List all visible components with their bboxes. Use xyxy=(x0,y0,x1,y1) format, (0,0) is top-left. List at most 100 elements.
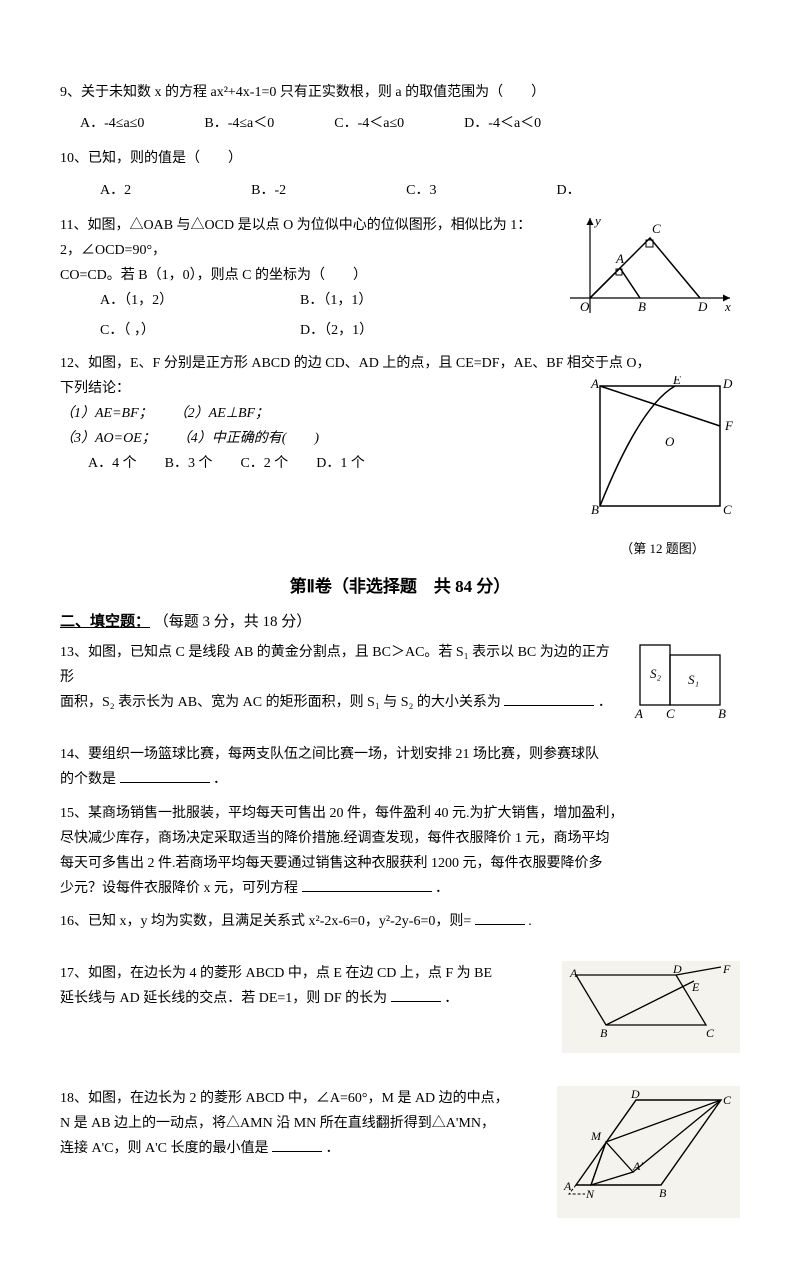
q17-blank xyxy=(391,987,441,1002)
q18-line1: 18、如图，在边长为 2 的菱形 ABCD 中，∠A=60°，M 是 AD 边的… xyxy=(60,1086,549,1111)
q18-figure: A B C D M N A' xyxy=(557,1086,740,1218)
q12-c2: （3）AO=OE； （4）中正确的有( ) xyxy=(60,426,577,451)
q11-opt-b: B．（1，1） xyxy=(300,288,500,313)
svg-text:C: C xyxy=(652,221,661,236)
q14-tail: ． xyxy=(213,772,227,787)
svg-text:O: O xyxy=(580,299,590,314)
q15-line4-wrap: 少元？设每件衣服降价 x 元，可列方程 ． xyxy=(60,876,740,901)
svg-text:C: C xyxy=(723,1093,732,1107)
fill-title-note: （每题 3 分，共 18 分） xyxy=(154,614,312,630)
question-9: 9、关于未知数 x 的方程 ax²+4x-1=0 只有正实数根，则 a 的取值范… xyxy=(60,80,740,136)
q10-opt-a: A．2 xyxy=(100,178,131,203)
svg-text:A: A xyxy=(563,1179,572,1193)
q10-opt-b: B．-2 xyxy=(251,178,286,203)
svg-text:B: B xyxy=(659,1186,667,1200)
svg-text:F: F xyxy=(722,965,731,976)
question-18: 18、如图，在边长为 2 的菱形 ABCD 中，∠A=60°，M 是 AD 边的… xyxy=(60,1086,740,1218)
svg-text:E: E xyxy=(691,980,700,994)
q18-tail: ． xyxy=(325,1141,339,1156)
q13-line1: 13、如图，已知点 C 是线段 AB 的黄金分割点，且 BC＞AC。若 S₁ 表… xyxy=(60,640,622,690)
svg-text:D: D xyxy=(672,965,682,976)
q10-text: 10、已知，则的值是（ ） xyxy=(60,146,740,171)
q12-caption: （第 12 题图） xyxy=(585,537,740,560)
question-12: 12、如图，E、F 分别是正方形 ABCD 的边 CD、AD 上的点，且 CE=… xyxy=(60,351,740,561)
q14-line2: 的个数是 xyxy=(60,772,116,787)
q12-text-col: 下列结论： （1）AE=BF； （2）AE⊥BF； （3）AO=OE； （4）中… xyxy=(60,376,577,477)
section-2-title: 第Ⅱ卷（非选择题 共 84 分） xyxy=(60,572,740,603)
q17-line1: 17、如图，在边长为 4 的菱形 ABCD 中，点 E 在边 CD 上，点 F … xyxy=(60,961,554,986)
svg-text:A: A xyxy=(634,706,643,721)
q15-line2: 尽快减少库存，商场决定采取适当的降价措施.经调查发现，每件衣服降价 1 元，商场… xyxy=(60,826,740,851)
question-17: 17、如图，在边长为 4 的菱形 ABCD 中，点 E 在边 CD 上，点 F … xyxy=(60,961,740,1053)
svg-text:D: D xyxy=(697,299,708,314)
question-15: 15、某商场销售一批服装，平均每天可售出 20 件，每件盈利 40 元.为扩大销… xyxy=(60,801,740,902)
q10-opt-c: C．3 xyxy=(406,178,436,203)
svg-text:O: O xyxy=(665,434,675,449)
svg-text:B: B xyxy=(600,1026,608,1040)
fill-title-bold: 二、填空题： xyxy=(60,614,150,630)
svg-text:N: N xyxy=(585,1187,595,1201)
q13-tail: ． xyxy=(598,695,612,710)
svg-text:S₁: S₁ xyxy=(688,672,699,687)
q11-opt-a: A．（1，2） xyxy=(100,288,300,313)
q18-line3: 连接 A'C，则 A'C 长度的最小值是 xyxy=(60,1141,268,1156)
q11-figure: O B D x A C y xyxy=(560,213,740,332)
q15-line4: 少元？设每件衣服降价 x 元，可列方程 xyxy=(60,881,298,896)
q14-line1: 14、要组织一场篮球比赛，每两支队伍之间比赛一场，计划安排 21 场比赛，则参赛… xyxy=(60,742,740,767)
q12-figure: A D B C E F O （第 12 题图） xyxy=(585,376,740,561)
q15-line3: 每天可多售出 2 件.若商场平均每天要通过销售这种衣服获利 1200 元，每件衣… xyxy=(60,851,740,876)
q17-line2-wrap: 延长线与 AD 延长线的交点．若 DE=1，则 DF 的长为 ． xyxy=(60,986,554,1011)
q9-opt-a: A．-4≤a≤0 xyxy=(80,111,144,136)
svg-text:D: D xyxy=(630,1090,640,1101)
q18-text-col: 18、如图，在边长为 2 的菱形 ABCD 中，∠A=60°，M 是 AD 边的… xyxy=(60,1086,549,1162)
q9-opt-d: D．-4＜a＜0 xyxy=(464,111,541,136)
q11-line2: CO=CD。若 B（1，0），则点 C 的坐标为（ ） xyxy=(60,263,552,288)
svg-text:A: A xyxy=(569,966,578,980)
q9-opt-c: C．-4＜a≤0 xyxy=(334,111,404,136)
svg-text:B: B xyxy=(638,299,646,314)
fill-title: 二、填空题： （每题 3 分，共 18 分） xyxy=(60,609,740,636)
question-16: 16、已知 x，y 均为实数，且满足关系式 x²-2x-6=0，y²-2y-6=… xyxy=(60,909,740,934)
q13-blank xyxy=(504,691,594,706)
question-10: 10、已知，则的值是（ ） A．2 B．-2 C．3 D． xyxy=(60,146,740,202)
q15-blank xyxy=(302,877,432,892)
q13-line2: 面积，S₂ 表示长为 AB、宽为 AC 的矩形面积，则 S₁ 与 S₂ 的大小关… xyxy=(60,695,501,710)
svg-text:E: E xyxy=(672,376,681,387)
q17-text-col: 17、如图，在边长为 4 的菱形 ABCD 中，点 E 在边 CD 上，点 F … xyxy=(60,961,554,1011)
question-13: 13、如图，已知点 C 是线段 AB 的黄金分割点，且 BC＞AC。若 S₁ 表… xyxy=(60,640,740,734)
svg-text:A: A xyxy=(615,251,624,266)
q9-opt-b: B．-4≤a＜0 xyxy=(204,111,274,136)
svg-text:B: B xyxy=(718,706,726,721)
svg-text:C: C xyxy=(723,502,732,517)
q16-tail: . xyxy=(528,914,532,929)
question-14: 14、要组织一场篮球比赛，每两支队伍之间比赛一场，计划安排 21 场比赛，则参赛… xyxy=(60,742,740,792)
svg-text:M: M xyxy=(590,1129,602,1143)
q11-options: A．（1，2） B．（1，1） C．（ ，） D．（2，1） xyxy=(100,288,552,342)
q9-text: 9、关于未知数 x 的方程 ax²+4x-1=0 只有正实数根，则 a 的取值范… xyxy=(60,80,740,105)
q10-options: A．2 B．-2 C．3 D． xyxy=(100,178,740,203)
q11-text-col: 11、如图，△OAB 与△OCD 是以点 O 为位似中心的位似图形，相似比为 1… xyxy=(60,213,552,343)
q14-line2-wrap: 的个数是 ． xyxy=(60,767,740,792)
svg-text:y: y xyxy=(593,213,601,228)
q11-opt-c: C．（ ，） xyxy=(100,318,300,343)
q17-line2: 延长线与 AD 延长线的交点．若 DE=1，则 DF 的长为 xyxy=(60,991,387,1006)
q16-blank xyxy=(475,910,525,925)
q18-line3-wrap: 连接 A'C，则 A'C 长度的最小值是 ． xyxy=(60,1136,549,1161)
question-11: 11、如图，△OAB 与△OCD 是以点 O 为位似中心的位似图形，相似比为 1… xyxy=(60,213,740,343)
q11-line1: 11、如图，△OAB 与△OCD 是以点 O 为位似中心的位似图形，相似比为 1… xyxy=(60,213,552,263)
q13-figure: S₂ S₁ A C B xyxy=(630,640,740,734)
svg-text:A': A' xyxy=(632,1159,643,1173)
q10-opt-d: D． xyxy=(556,178,580,203)
svg-text:F: F xyxy=(724,418,734,433)
svg-text:S₂: S₂ xyxy=(650,666,662,681)
q9-options: A．-4≤a≤0 B．-4≤a＜0 C．-4＜a≤0 D．-4＜a＜0 xyxy=(80,111,740,136)
q16-text: 16、已知 x，y 均为实数，且满足关系式 x²-2x-6=0，y²-2y-6=… xyxy=(60,914,471,929)
q12-line2: 下列结论： xyxy=(60,376,577,401)
q17-figure: A D F E B C xyxy=(562,961,740,1053)
q18-blank xyxy=(272,1137,322,1152)
svg-text:A: A xyxy=(590,376,599,391)
svg-text:C: C xyxy=(666,706,675,721)
q11-opt-d: D．（2，1） xyxy=(300,318,500,343)
q15-line1: 15、某商场销售一批服装，平均每天可售出 20 件，每件盈利 40 元.为扩大销… xyxy=(60,801,740,826)
q17-tail: ． xyxy=(444,991,458,1006)
